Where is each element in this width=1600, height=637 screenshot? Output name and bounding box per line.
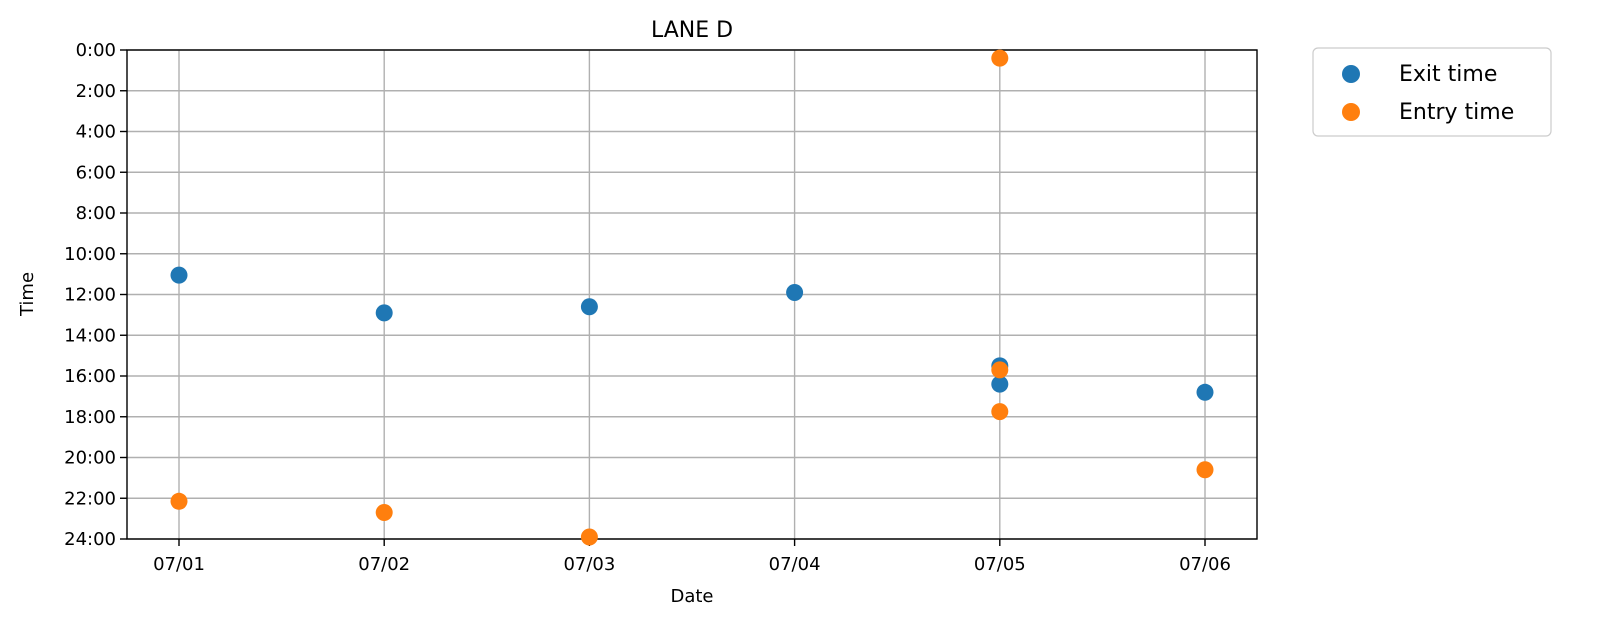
exit-time-point [375, 304, 393, 322]
legend-marker-entry [1342, 103, 1360, 121]
exit-time-point [786, 283, 804, 301]
y-tick-label: 8:00 [76, 203, 116, 224]
exit-time-point [1196, 383, 1214, 401]
x-tick-label: 07/03 [563, 554, 615, 575]
y-tick-label: 20:00 [64, 448, 116, 469]
entry-time-point [991, 361, 1009, 379]
entry-time-point [375, 504, 393, 522]
x-tick-label: 07/02 [358, 554, 410, 575]
exit-time-point [170, 266, 188, 284]
chart-title: LANE D [651, 18, 733, 43]
y-tick-label: 24:00 [64, 529, 116, 550]
x-axis-label: Date [670, 586, 713, 607]
y-tick-label: 14:00 [64, 325, 116, 346]
y-tick-label: 12:00 [64, 285, 116, 306]
y-axis-label: Time [17, 272, 38, 317]
y-tick-label: 0:00 [76, 40, 116, 61]
y-tick-label: 6:00 [76, 162, 116, 183]
x-tick-label: 07/06 [1179, 554, 1231, 575]
axis-ticks: 0:00 2:00 4:00 6:00 8:00 10:00 12:00 14:00 16:00… [64, 40, 1231, 575]
x-tick-label: 07/04 [769, 554, 821, 575]
entry-time-point [991, 403, 1009, 421]
y-tick-label: 22:00 [64, 488, 116, 509]
grid [127, 49, 1257, 540]
exit-time-point [991, 375, 1009, 393]
entry-time-point [170, 492, 188, 510]
legend-label-exit: Exit time [1399, 62, 1497, 87]
data-points [170, 49, 1214, 546]
legend-label-entry: Entry time [1399, 100, 1514, 125]
y-tick-label: 18:00 [64, 407, 116, 428]
exit-time-point [580, 298, 598, 316]
y-tick-label: 2:00 [76, 81, 116, 102]
entry-time-point [1196, 461, 1214, 479]
x-tick-label: 07/05 [974, 554, 1026, 575]
y-tick-label: 4:00 [76, 122, 116, 143]
entry-time-point [580, 528, 598, 546]
legend-marker-exit [1342, 65, 1360, 83]
legend: Exit time Entry time [1312, 47, 1552, 137]
x-tick-label: 07/01 [153, 554, 205, 575]
entry-time-point [991, 49, 1009, 67]
y-tick-label: 10:00 [64, 244, 116, 265]
legend-frame [1312, 47, 1552, 137]
y-tick-label: 16:00 [64, 366, 116, 387]
